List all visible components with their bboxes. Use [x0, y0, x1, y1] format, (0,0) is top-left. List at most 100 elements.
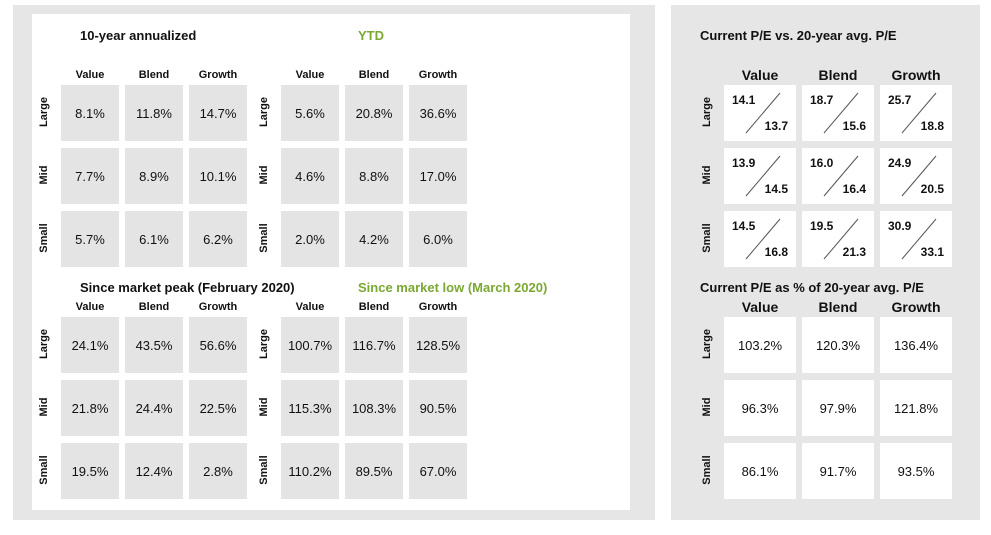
row-header: Large: [38, 97, 50, 127]
current-pe: 14.1: [732, 93, 756, 107]
pe-cell: 30.9 33.1: [880, 211, 952, 267]
diagonal-divider: [901, 92, 937, 134]
data-cell: 4.6%: [281, 148, 339, 204]
grid-title: 10-year annualized: [80, 28, 197, 43]
pe-cell: 13.9 14.5: [724, 148, 796, 204]
data-cell: 93.5%: [880, 443, 952, 499]
diagonal-divider: [745, 155, 781, 197]
data-cell: 11.8%: [125, 85, 183, 141]
column-header: Value: [75, 301, 105, 313]
row-header: Large: [701, 329, 713, 359]
avg-pe: 16.4: [842, 182, 866, 196]
data-cell: 89.5%: [345, 443, 403, 499]
column-header: Blend: [358, 301, 390, 313]
current-pe: 30.9: [888, 219, 912, 233]
row-header: Large: [38, 329, 50, 359]
data-cell: 22.5%: [189, 380, 247, 436]
data-cell: 8.8%: [345, 148, 403, 204]
row-header: Small: [701, 223, 713, 253]
data-cell: 24.4%: [125, 380, 183, 436]
column-header: Growth: [198, 69, 238, 81]
row-header: Mid: [258, 165, 270, 185]
row-header: Small: [258, 455, 270, 485]
data-cell: 110.2%: [281, 443, 339, 499]
pe-cell: 14.1 13.7: [724, 85, 796, 141]
pe-cell: 18.7 15.6: [802, 85, 874, 141]
pe-cell: 24.9 20.5: [880, 148, 952, 204]
row-header: Mid: [701, 165, 713, 185]
data-cell: 2.0%: [281, 211, 339, 267]
data-cell: 6.1%: [125, 211, 183, 267]
data-cell: 20.8%: [345, 85, 403, 141]
column-header: Growth: [418, 69, 458, 81]
data-cell: 4.2%: [345, 211, 403, 267]
grid-title: Current P/E vs. 20-year avg. P/E: [700, 28, 897, 43]
row-header: Small: [38, 223, 50, 253]
data-cell: 43.5%: [125, 317, 183, 373]
avg-pe: 20.5: [920, 182, 944, 196]
column-header: Blend: [138, 69, 170, 81]
diagonal-divider: [823, 155, 859, 197]
grid-title: YTD: [358, 28, 384, 43]
data-cell: 2.8%: [189, 443, 247, 499]
data-cell: 10.1%: [189, 148, 247, 204]
pe-cell: 19.5 21.3: [802, 211, 874, 267]
column-header: Blend: [818, 299, 858, 315]
data-cell: 8.9%: [125, 148, 183, 204]
row-header: Large: [258, 329, 270, 359]
current-pe: 13.9: [732, 156, 756, 170]
column-header: Value: [741, 299, 779, 315]
data-cell: 5.7%: [61, 211, 119, 267]
column-header: Value: [295, 301, 325, 313]
data-cell: 96.3%: [724, 380, 796, 436]
data-cell: 56.6%: [189, 317, 247, 373]
data-cell: 90.5%: [409, 380, 467, 436]
data-cell: 91.7%: [802, 443, 874, 499]
row-header: Small: [38, 455, 50, 485]
diagonal-divider: [823, 92, 859, 134]
data-cell: 121.8%: [880, 380, 952, 436]
diagonal-divider: [901, 155, 937, 197]
data-cell: 100.7%: [281, 317, 339, 373]
column-header: Growth: [891, 67, 941, 83]
data-cell: 6.0%: [409, 211, 467, 267]
diagonal-divider: [745, 92, 781, 134]
row-header: Mid: [258, 397, 270, 417]
avg-pe: 16.8: [764, 245, 788, 259]
grid-title: Since market peak (February 2020): [80, 280, 295, 295]
column-header: Value: [295, 69, 325, 81]
data-cell: 116.7%: [345, 317, 403, 373]
grid-title: Since market low (March 2020): [358, 280, 548, 295]
data-cell: 136.4%: [880, 317, 952, 373]
current-pe: 14.5: [732, 219, 756, 233]
data-cell: 67.0%: [409, 443, 467, 499]
column-header: Value: [75, 69, 105, 81]
data-cell: 108.3%: [345, 380, 403, 436]
avg-pe: 33.1: [920, 245, 944, 259]
row-header: Small: [258, 223, 270, 253]
data-cell: 97.9%: [802, 380, 874, 436]
current-pe: 24.9: [888, 156, 912, 170]
avg-pe: 15.6: [842, 119, 866, 133]
data-cell: 17.0%: [409, 148, 467, 204]
row-header: Large: [701, 97, 713, 127]
avg-pe: 13.7: [764, 119, 788, 133]
diagonal-divider: [823, 218, 859, 260]
data-cell: 24.1%: [61, 317, 119, 373]
avg-pe: 14.5: [764, 182, 788, 196]
data-cell: 115.3%: [281, 380, 339, 436]
data-cell: 86.1%: [724, 443, 796, 499]
column-header: Value: [741, 67, 779, 83]
data-cell: 21.8%: [61, 380, 119, 436]
data-cell: 5.6%: [281, 85, 339, 141]
column-header: Blend: [818, 67, 858, 83]
data-cell: 12.4%: [125, 443, 183, 499]
row-header: Large: [258, 97, 270, 127]
data-cell: 14.7%: [189, 85, 247, 141]
row-header: Mid: [38, 397, 50, 417]
current-pe: 18.7: [810, 93, 834, 107]
current-pe: 19.5: [810, 219, 834, 233]
column-header: Growth: [891, 299, 941, 315]
data-cell: 7.7%: [61, 148, 119, 204]
diagonal-divider: [901, 218, 937, 260]
